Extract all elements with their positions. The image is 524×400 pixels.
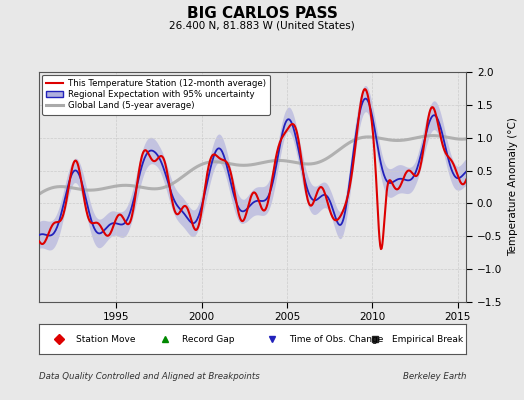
- Text: Station Move: Station Move: [75, 334, 135, 344]
- Text: Data Quality Controlled and Aligned at Breakpoints: Data Quality Controlled and Aligned at B…: [39, 372, 260, 381]
- Text: Time of Obs. Change: Time of Obs. Change: [289, 334, 384, 344]
- Text: Record Gap: Record Gap: [182, 334, 235, 344]
- Text: 26.400 N, 81.883 W (United States): 26.400 N, 81.883 W (United States): [169, 21, 355, 31]
- Text: Berkeley Earth: Berkeley Earth: [403, 372, 466, 381]
- Text: Empirical Break: Empirical Break: [391, 334, 463, 344]
- Y-axis label: Temperature Anomaly (°C): Temperature Anomaly (°C): [508, 118, 518, 256]
- Text: BIG CARLOS PASS: BIG CARLOS PASS: [187, 6, 337, 21]
- Legend: This Temperature Station (12-month average), Regional Expectation with 95% uncer: This Temperature Station (12-month avera…: [42, 74, 270, 114]
